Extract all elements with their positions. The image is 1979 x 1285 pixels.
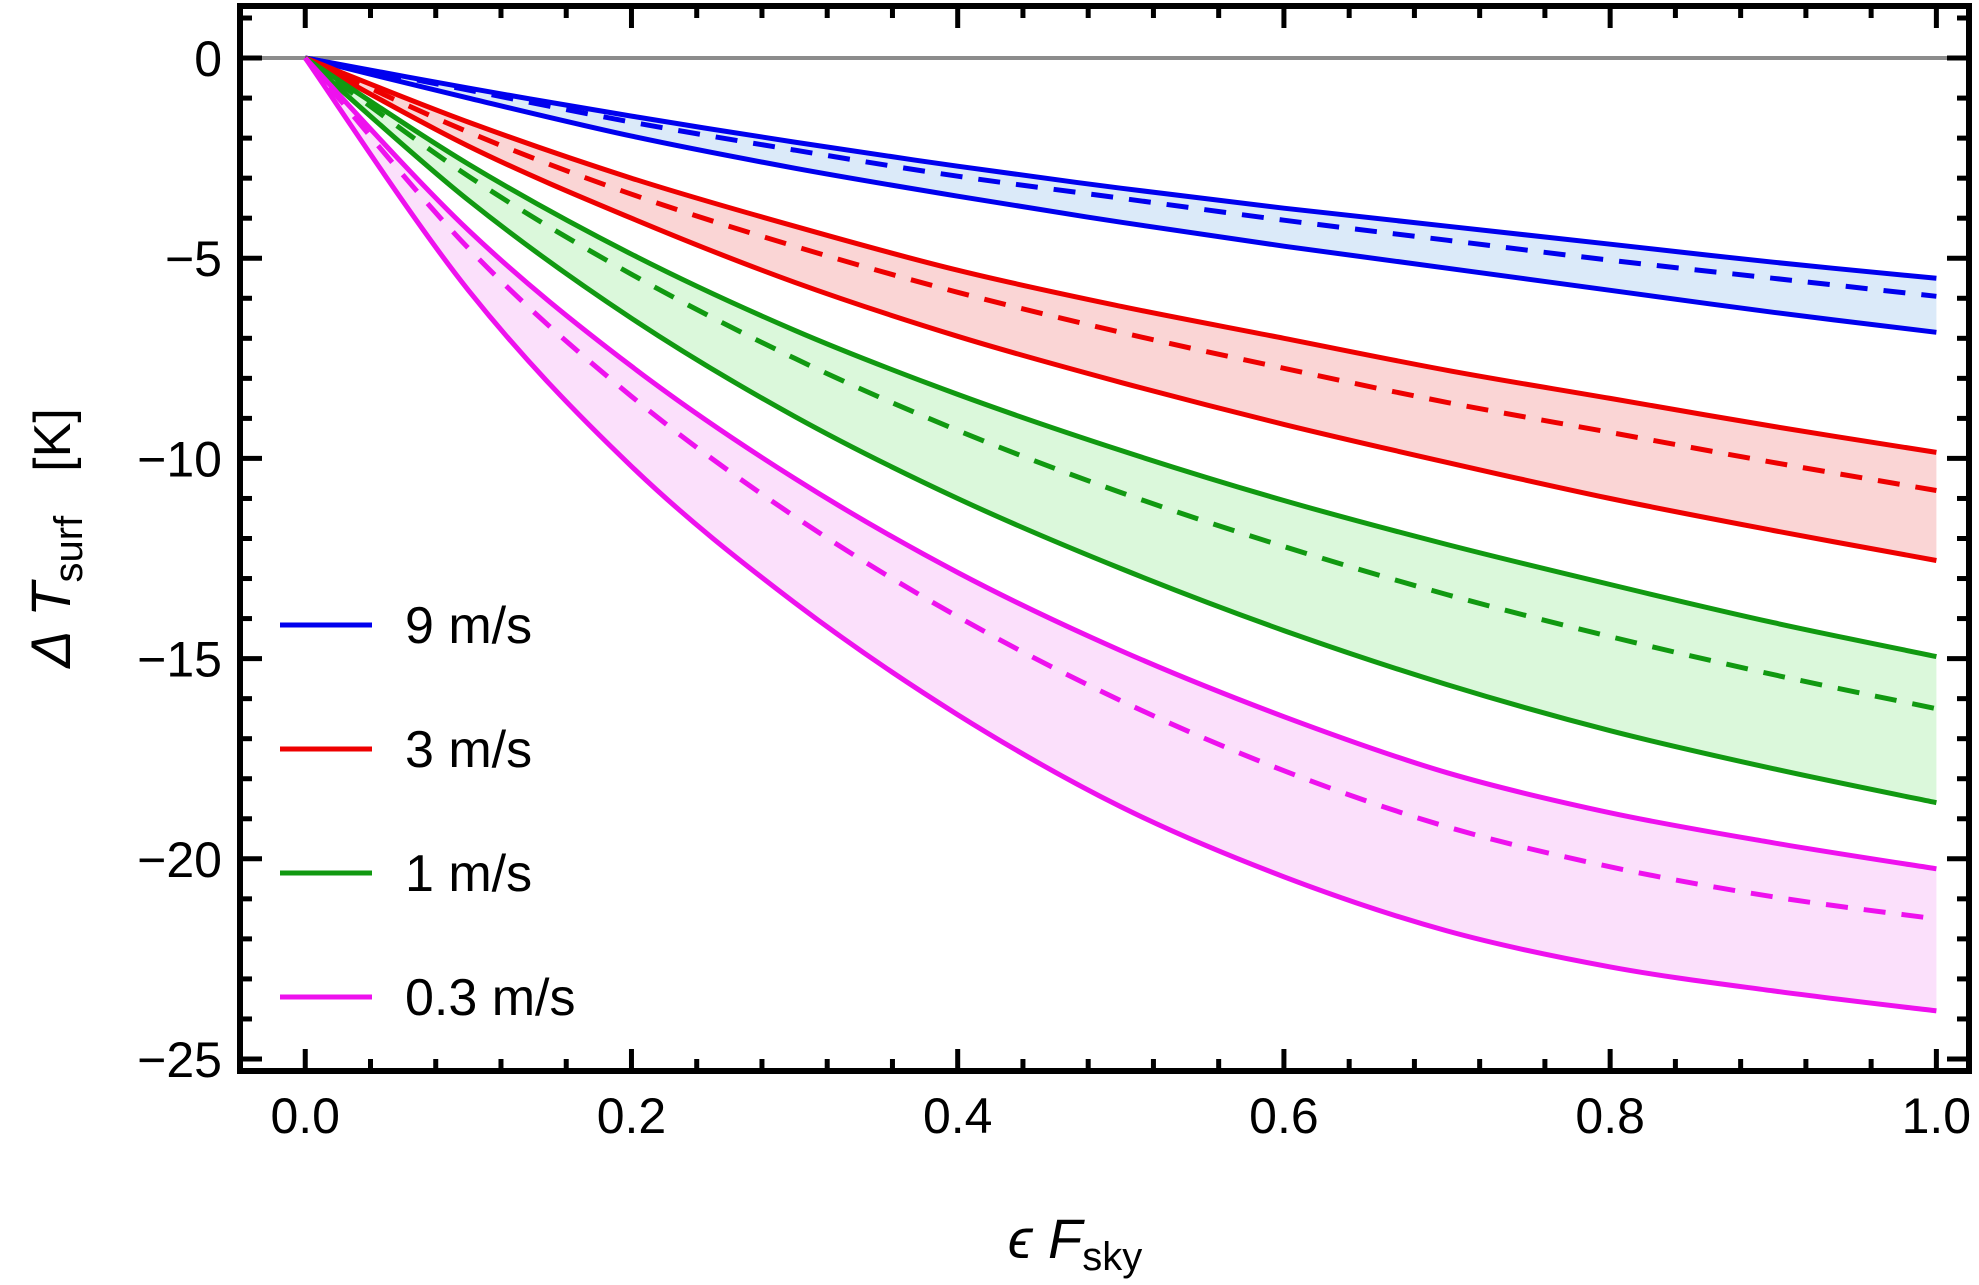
line-lower-1-m-s: [303, 56, 1937, 806]
x-tick-label: 0.2: [597, 1088, 667, 1144]
line-lower-3-m-s: [304, 55, 1937, 563]
legend-label-0-3-m-s: 0.3 m/s: [405, 969, 576, 1027]
line-dashed-9-m-s: [304, 55, 1937, 299]
line-upper-3-m-s: [304, 55, 1937, 455]
y-axis-title-subscript: surf: [47, 515, 91, 583]
y-tick-labels: 0 −5 −10 −15 −20 −25: [137, 31, 222, 1088]
legend-label-3-m-s: 3 m/s: [405, 721, 532, 779]
y-tick-label: −5: [165, 231, 222, 287]
y-axis-title: Δ Tsurf [K]: [19, 408, 91, 670]
y-tick-label: −15: [137, 632, 222, 688]
x-tick-labels: 0.0 0.2 0.4 0.6 0.8 1.0: [270, 1088, 1971, 1144]
line-upper-1-m-s: [303, 55, 1937, 660]
y-tick-label: −10: [137, 431, 222, 487]
y-axis-title-unit: [K]: [24, 408, 82, 472]
line-upper-0-3-m-s: [303, 56, 1937, 872]
line-upper-9-m-s: [304, 55, 1937, 281]
x-tick-label: 0.8: [1575, 1088, 1645, 1144]
tick-layer: [237, 6, 1969, 1071]
x-axis-title: ϵ Fsky: [1008, 1207, 1142, 1279]
band-layer: [305, 58, 1937, 1011]
band-0-3-m-s: [305, 58, 1937, 1011]
legend-label-1-m-s: 1 m/s: [405, 845, 532, 903]
x-tick-label: 1.0: [1902, 1088, 1972, 1144]
y-tick-label: −25: [137, 1032, 222, 1088]
line-dashed-3-m-s: [304, 55, 1937, 493]
series-line-layer: [303, 55, 1937, 1014]
x-axis-title-symbol: ϵ F: [1008, 1207, 1085, 1270]
y-tick-label: 0: [194, 31, 222, 87]
band-3-m-s: [305, 58, 1937, 561]
band-1-m-s: [305, 58, 1937, 803]
line-lower-0-3-m-s: [303, 56, 1937, 1014]
band-9-m-s: [305, 58, 1937, 333]
x-tick-label: 0.0: [270, 1088, 340, 1144]
x-axis-title-subscript: sky: [1082, 1235, 1142, 1279]
x-tick-label: 0.6: [1249, 1088, 1319, 1144]
x-tick-label: 0.4: [923, 1088, 993, 1144]
y-tick-label: −20: [137, 832, 222, 888]
line-dashed-1-m-s: [303, 55, 1937, 712]
legend: 9 m/s 3 m/s 1 m/s 0.3 m/s: [280, 597, 576, 1027]
line-lower-9-m-s: [304, 55, 1937, 335]
legend-label-9-m-s: 9 m/s: [405, 597, 532, 655]
y-axis-title-symbol: Δ T: [19, 579, 82, 670]
